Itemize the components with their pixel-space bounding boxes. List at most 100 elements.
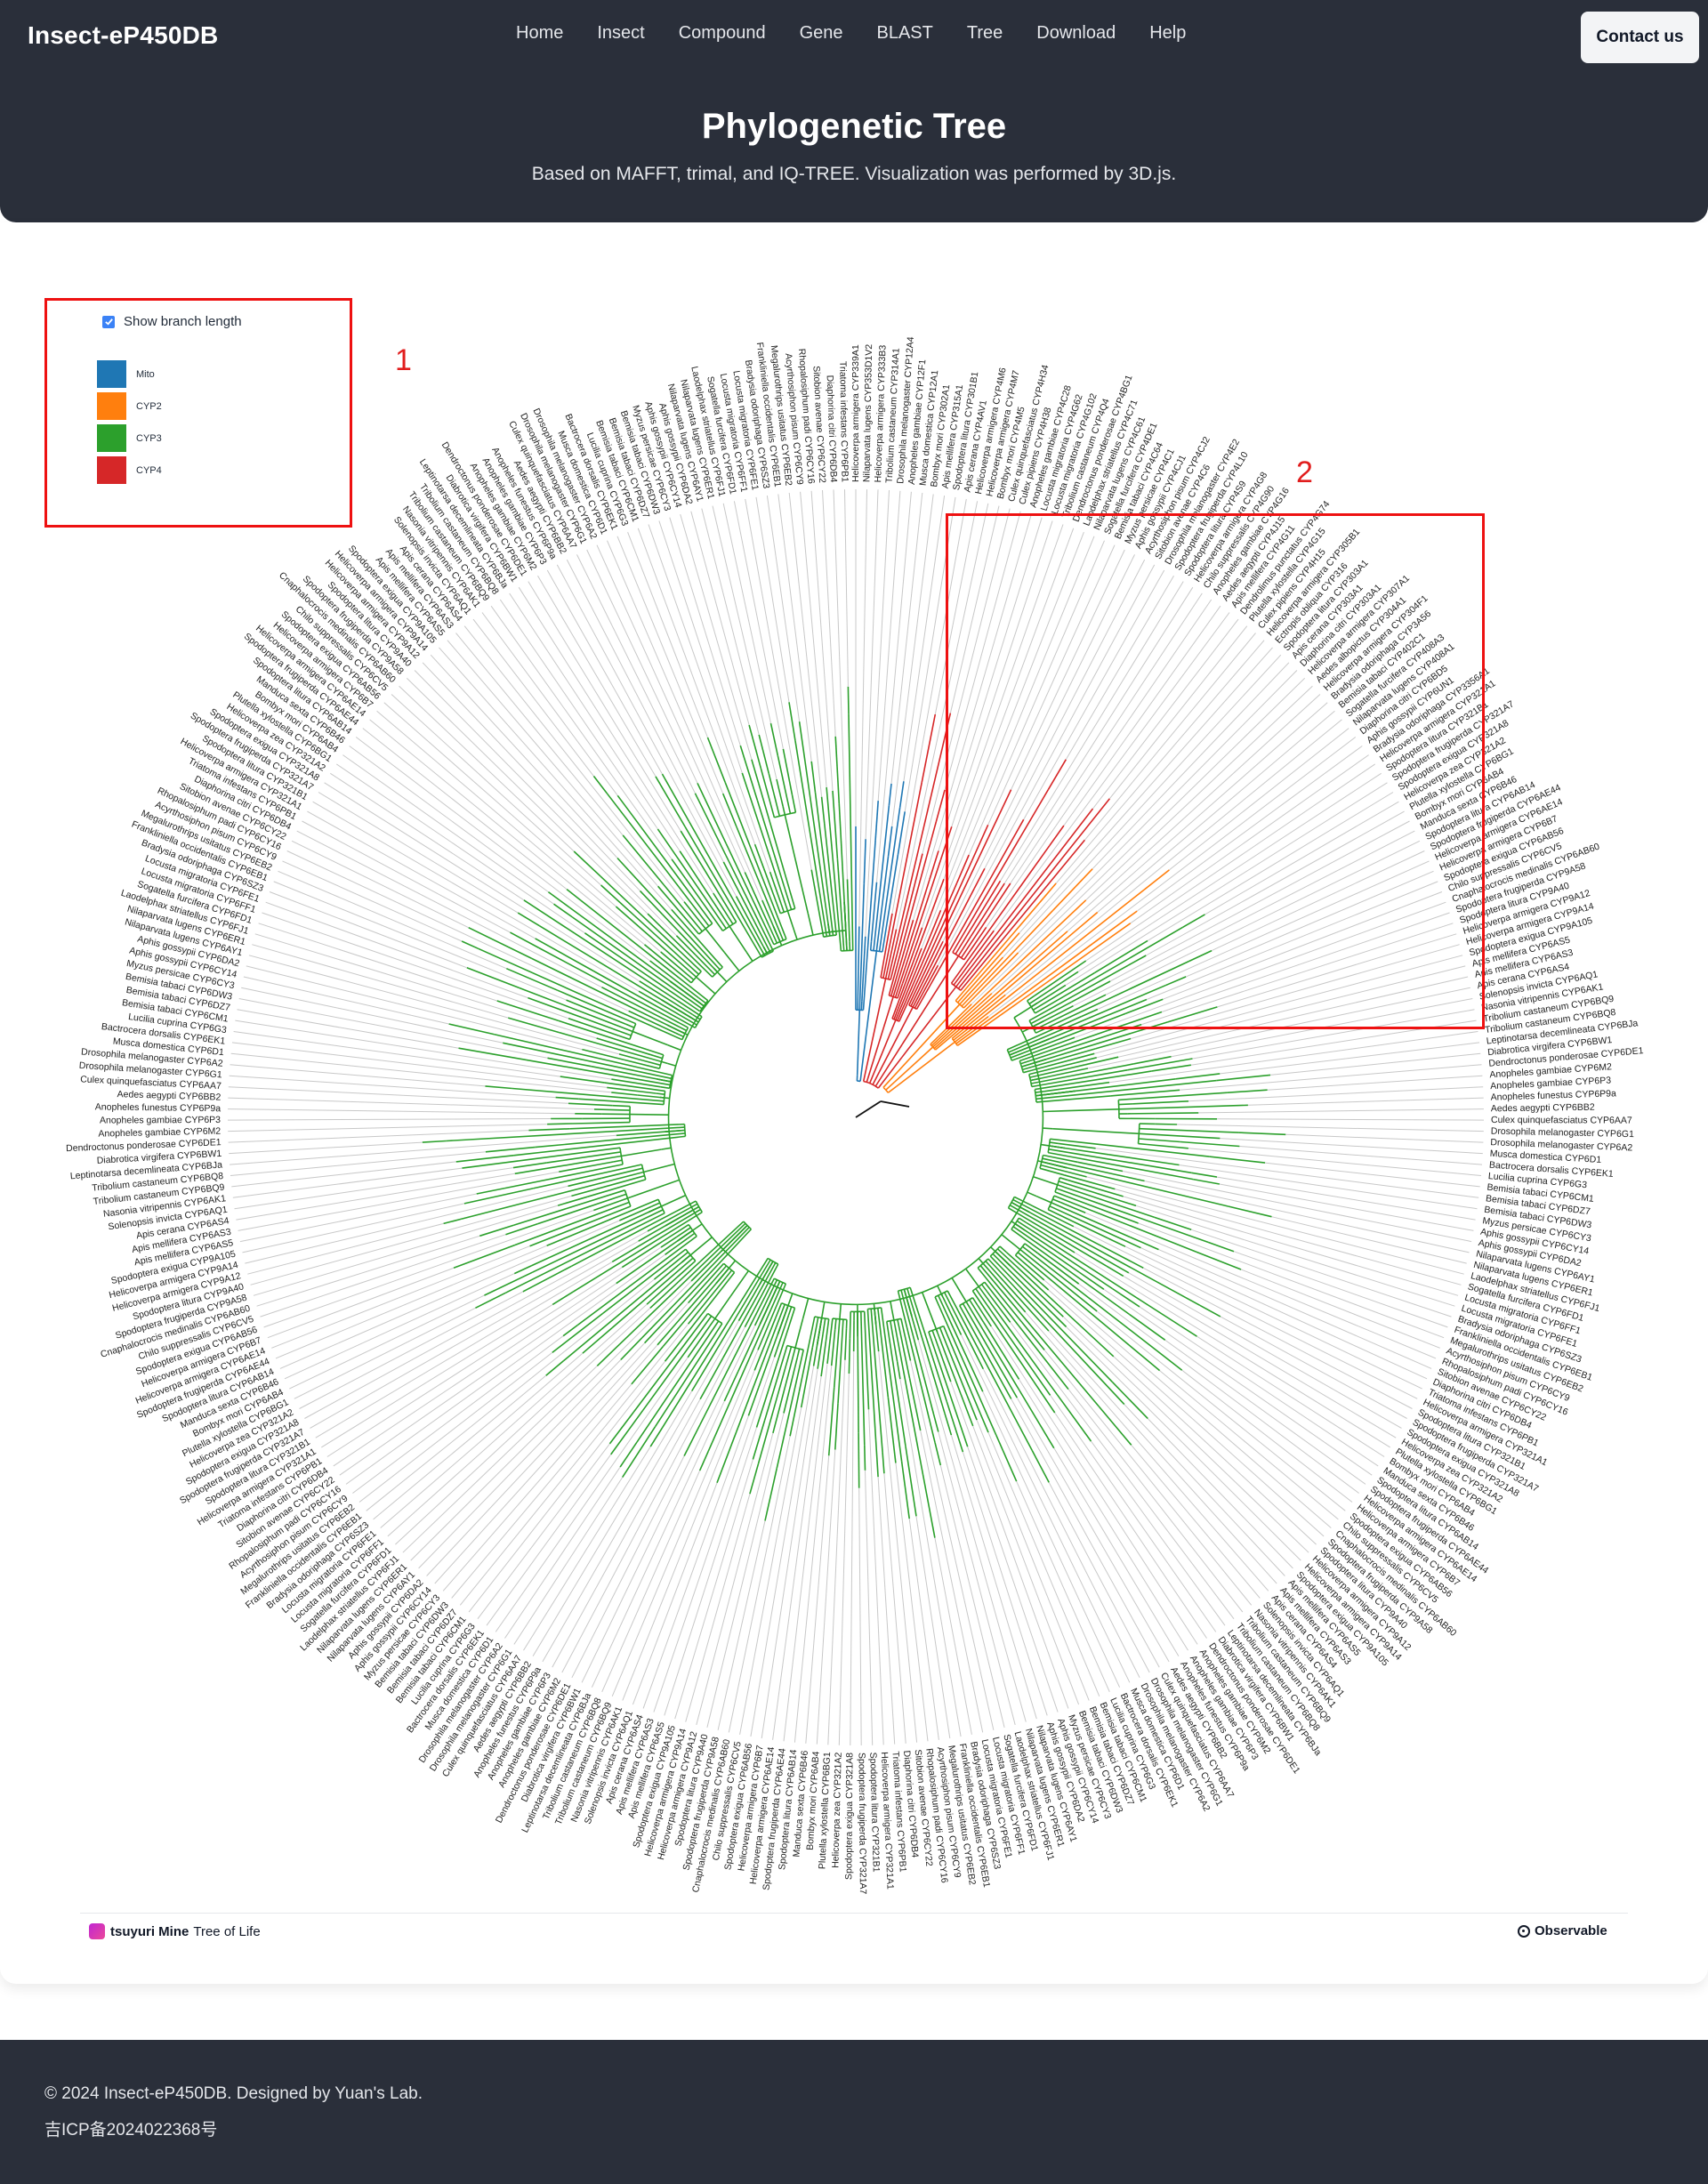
nav-home[interactable]: Home — [516, 23, 564, 43]
tree-branch — [1110, 1089, 1180, 1097]
footer-icp[interactable]: 吉ICP备2024022368号 — [44, 2121, 218, 2140]
tree-branch — [865, 489, 890, 937]
tree-branch — [472, 618, 594, 777]
tree-branch — [1042, 1127, 1053, 1130]
leaf-label[interactable]: Drosophila melanogaster CYP6G1 — [1491, 1126, 1634, 1140]
tree-branch — [642, 1060, 661, 1067]
brand-logo[interactable]: Insect-eP450DB — [28, 21, 219, 49]
tree-branch — [829, 1318, 834, 1339]
tree-branch — [593, 1108, 622, 1111]
branch-length-checkbox[interactable] — [102, 315, 115, 328]
tree-branch — [1217, 1118, 1485, 1121]
observable-link[interactable]: Observable — [1518, 1923, 1607, 1938]
tree-branch — [1024, 1243, 1038, 1254]
tree-branch — [649, 1427, 664, 1447]
tree-branch — [537, 575, 657, 778]
tree-branch — [644, 1326, 661, 1344]
leaf-label[interactable]: Helicoverpa armigera CYP333B3 — [873, 344, 888, 482]
tree-branch — [333, 1246, 662, 1467]
leaf-label[interactable]: Nilaparvata lugens CYP353D1V2 — [861, 344, 874, 483]
tree-branch — [1133, 1055, 1172, 1065]
tree-branch — [902, 1326, 912, 1361]
leaf-label[interactable]: Plutella xylostella CYP6BG1 — [817, 1752, 833, 1869]
nav-blast[interactable]: BLAST — [876, 23, 933, 43]
tree-branch — [897, 1319, 911, 1379]
tree-branch — [1158, 1249, 1432, 1369]
tree-branch — [611, 1092, 638, 1096]
tree-branch — [1010, 592, 1203, 884]
tree-branch — [759, 1278, 763, 1285]
nav-help[interactable]: Help — [1149, 23, 1187, 43]
leaf-label[interactable]: Diaphorina citri CYP6DB4 — [825, 375, 839, 482]
leaf-label[interactable]: Anopheles funestus CYP6P9a — [95, 1101, 222, 1114]
tree-branch — [898, 860, 973, 1022]
tree-branch — [1019, 1029, 1108, 1062]
leaf-label[interactable]: Aedes aegypti CYP6BB2 — [1491, 1102, 1595, 1115]
leaf-label[interactable]: Anopheles gambiae CYP6P3 — [100, 1115, 221, 1126]
tree-branch — [1039, 1167, 1065, 1176]
tree-branch — [676, 1227, 691, 1237]
leaf-label[interactable]: Spodoptera litura CYP321B1 — [867, 1753, 882, 1873]
leaf-label[interactable]: Helicoverpa zea CYP321A2 — [830, 1752, 843, 1868]
leaf-label[interactable]: Anopheles funestus CYP6P9a — [1491, 1088, 1617, 1102]
tree-branch — [596, 1343, 620, 1366]
nav-gene[interactable]: Gene — [799, 23, 843, 43]
tree-branch — [632, 1030, 668, 1046]
nav-insect[interactable]: Insect — [597, 23, 645, 43]
tree-branch — [990, 1326, 1198, 1645]
tree-branch — [664, 1313, 703, 1362]
tree-branch — [999, 1379, 1012, 1399]
tree-branch — [1026, 1221, 1076, 1253]
leaf-label[interactable]: Anopheles gambiae CYP6M2 — [98, 1126, 221, 1140]
leaf-label[interactable]: Helicoverpa armigera CYP339A1 — [850, 344, 861, 482]
tree-branch — [514, 1201, 630, 1246]
tree-branch — [582, 1017, 632, 1036]
tree-branch — [1271, 1216, 1467, 1264]
tree-branch — [1129, 1313, 1166, 1341]
tree-branch — [846, 879, 850, 942]
tree-branch — [1118, 1092, 1228, 1101]
tree-branch — [727, 915, 734, 925]
contact-us-button[interactable]: Contact us — [1581, 12, 1699, 63]
tree-branch — [827, 923, 831, 932]
nav-download[interactable]: Download — [1036, 23, 1116, 43]
tree-branch — [689, 821, 766, 956]
branch-length-toggle[interactable]: Show branch length — [102, 314, 242, 329]
leaf-label[interactable]: Spodoptera frugiperda CYP321A7 — [857, 1753, 868, 1895]
nav-tree[interactable]: Tree — [966, 23, 1003, 43]
leaf-label[interactable]: Aedes aegypti CYP6BB2 — [117, 1089, 221, 1103]
tree-branch — [362, 728, 568, 890]
tree-branch — [1073, 1226, 1418, 1399]
leaf-label[interactable]: Spodoptera exigua CYP321A8 — [843, 1753, 855, 1880]
tree-branch — [485, 1085, 512, 1090]
tree-branch — [576, 554, 696, 794]
tree-branch — [723, 1370, 739, 1402]
tree-branch — [966, 1395, 978, 1421]
tree-branch — [915, 865, 999, 1010]
tree-branch — [1199, 1304, 1221, 1318]
tree-branch — [572, 916, 703, 1010]
leaf-label[interactable]: Culex quinquefasciatus CYP6AA7 — [1491, 1115, 1632, 1126]
tree-branch — [668, 1251, 689, 1269]
tree-branch — [610, 1409, 644, 1455]
credit-link[interactable]: tsuyuri Mine Tree of Life — [89, 1923, 261, 1939]
tree-branch — [939, 1464, 1005, 1729]
tree-branch — [505, 1223, 538, 1236]
tree-branch — [512, 1087, 665, 1102]
tree-branch — [1077, 772, 1382, 972]
tree-branch — [448, 1023, 495, 1036]
tree-branch — [607, 540, 763, 901]
phylogenetic-tree[interactable]: Helicoverpa armigera CYP339A1 Nilaparvata… — [0, 222, 1708, 1913]
tree-branch — [1065, 782, 1388, 986]
tree-branch — [1132, 1100, 1189, 1105]
tree-branch — [245, 1185, 568, 1264]
tree-branch — [318, 792, 519, 914]
leaf-label[interactable]: Triatoma infestans CYP6PB1 — [837, 361, 850, 483]
tree-branch — [657, 1305, 692, 1346]
tree-branch — [1127, 1112, 1199, 1115]
tree-branch — [862, 1041, 874, 1082]
nav-compound[interactable]: Compound — [678, 23, 766, 43]
tree-branch — [228, 1108, 576, 1115]
tree-branch — [462, 1160, 520, 1169]
tree-branch — [652, 1163, 675, 1171]
